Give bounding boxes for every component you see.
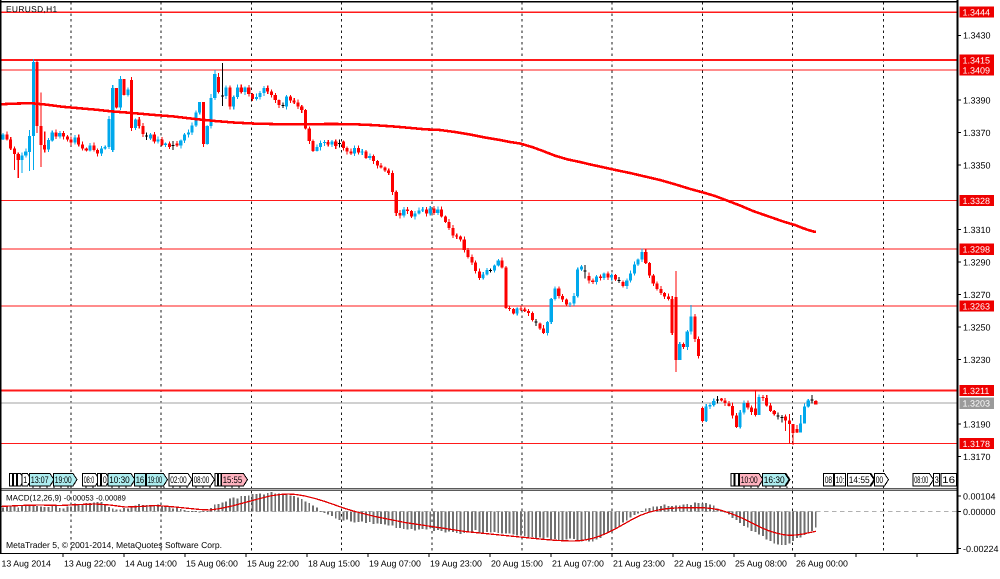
svg-text:1.3298: 1.3298 — [963, 245, 991, 255]
svg-text:14 Aug 14:00: 14 Aug 14:00 — [125, 558, 177, 568]
svg-text:1.3328: 1.3328 — [963, 196, 991, 206]
svg-text:08:00: 08:00 — [914, 475, 928, 486]
svg-text:MACD(12,26,9) -0.00053 -0.0008: MACD(12,26,9) -0.00053 -0.00089 — [6, 493, 126, 502]
svg-text:19:00: 19:00 — [148, 475, 163, 486]
svg-text:10:: 10: — [836, 475, 845, 486]
svg-text:13:07: 13:07 — [31, 475, 49, 486]
svg-text:08:00: 08:00 — [194, 475, 210, 486]
svg-text:1.3390: 1.3390 — [963, 96, 991, 106]
svg-text:1.3170: 1.3170 — [963, 452, 991, 462]
svg-text:1.3270: 1.3270 — [963, 290, 991, 300]
svg-text:1.3350: 1.3350 — [963, 160, 991, 170]
svg-text:16: 16 — [136, 475, 145, 486]
svg-text:1.3430: 1.3430 — [963, 31, 991, 41]
svg-text:19 Aug 07:00: 19 Aug 07:00 — [369, 558, 421, 568]
svg-text:1.3415: 1.3415 — [963, 55, 991, 65]
svg-text:21 Aug 23:00: 21 Aug 23:00 — [613, 558, 665, 568]
svg-text:16: 16 — [942, 475, 955, 486]
svg-text:14:55: 14:55 — [849, 475, 870, 486]
svg-text:-0.00224: -0.00224 — [963, 544, 999, 554]
svg-text:08:0: 08:0 — [84, 475, 95, 486]
svg-text:19:00: 19:00 — [55, 475, 72, 486]
svg-text:1.3250: 1.3250 — [963, 322, 991, 332]
svg-text:1.3290: 1.3290 — [963, 258, 991, 268]
svg-text:13 Aug 2014: 13 Aug 2014 — [2, 558, 52, 568]
svg-text:1.3230: 1.3230 — [963, 355, 991, 365]
svg-text:0.00104: 0.00104 — [963, 492, 996, 502]
svg-text:1.3203: 1.3203 — [963, 399, 991, 409]
svg-text:0.00000: 0.00000 — [963, 507, 996, 517]
svg-text:19 Aug 23:00: 19 Aug 23:00 — [430, 558, 482, 568]
svg-text:13 Aug 22:00: 13 Aug 22:00 — [64, 558, 116, 568]
svg-text:25 Aug 08:00: 25 Aug 08:00 — [735, 558, 787, 568]
svg-text:1.3178: 1.3178 — [963, 439, 991, 449]
svg-text:15:55: 15:55 — [223, 475, 243, 486]
svg-text:EURUSD,H1: EURUSD,H1 — [6, 4, 58, 14]
svg-text:1.3310: 1.3310 — [963, 225, 991, 235]
svg-text:00: 00 — [876, 475, 884, 486]
svg-text:0: 0 — [103, 475, 107, 486]
svg-text:1.3190: 1.3190 — [963, 420, 991, 430]
svg-text:1.3211: 1.3211 — [963, 386, 990, 396]
svg-text:MetaTrader 5, © 2001-2014, Met: MetaTrader 5, © 2001-2014, MetaQuotes So… — [6, 540, 222, 550]
svg-text:10:30: 10:30 — [109, 475, 130, 486]
svg-text:1.3409: 1.3409 — [963, 65, 991, 75]
svg-text:08: 08 — [825, 475, 833, 486]
svg-text:26 Aug 00:00: 26 Aug 00:00 — [796, 558, 848, 568]
svg-text:15 Aug 06:00: 15 Aug 06:00 — [186, 558, 238, 568]
svg-text:1.3444: 1.3444 — [963, 8, 991, 18]
svg-text:21 Aug 07:00: 21 Aug 07:00 — [552, 558, 604, 568]
svg-text:20 Aug 15:00: 20 Aug 15:00 — [491, 558, 543, 568]
svg-text:22 Aug 15:00: 22 Aug 15:00 — [674, 558, 726, 568]
svg-text:3: 3 — [935, 475, 939, 486]
svg-text:02:00: 02:00 — [170, 475, 187, 486]
svg-text:18 Aug 15:00: 18 Aug 15:00 — [308, 558, 360, 568]
svg-text:1.3263: 1.3263 — [963, 301, 991, 311]
svg-text:10:00: 10:00 — [741, 475, 758, 486]
svg-text:1: 1 — [23, 475, 27, 486]
svg-text:16:30: 16:30 — [764, 475, 785, 486]
svg-text:1.3370: 1.3370 — [963, 128, 991, 138]
svg-text:15 Aug 22:00: 15 Aug 22:00 — [247, 558, 299, 568]
